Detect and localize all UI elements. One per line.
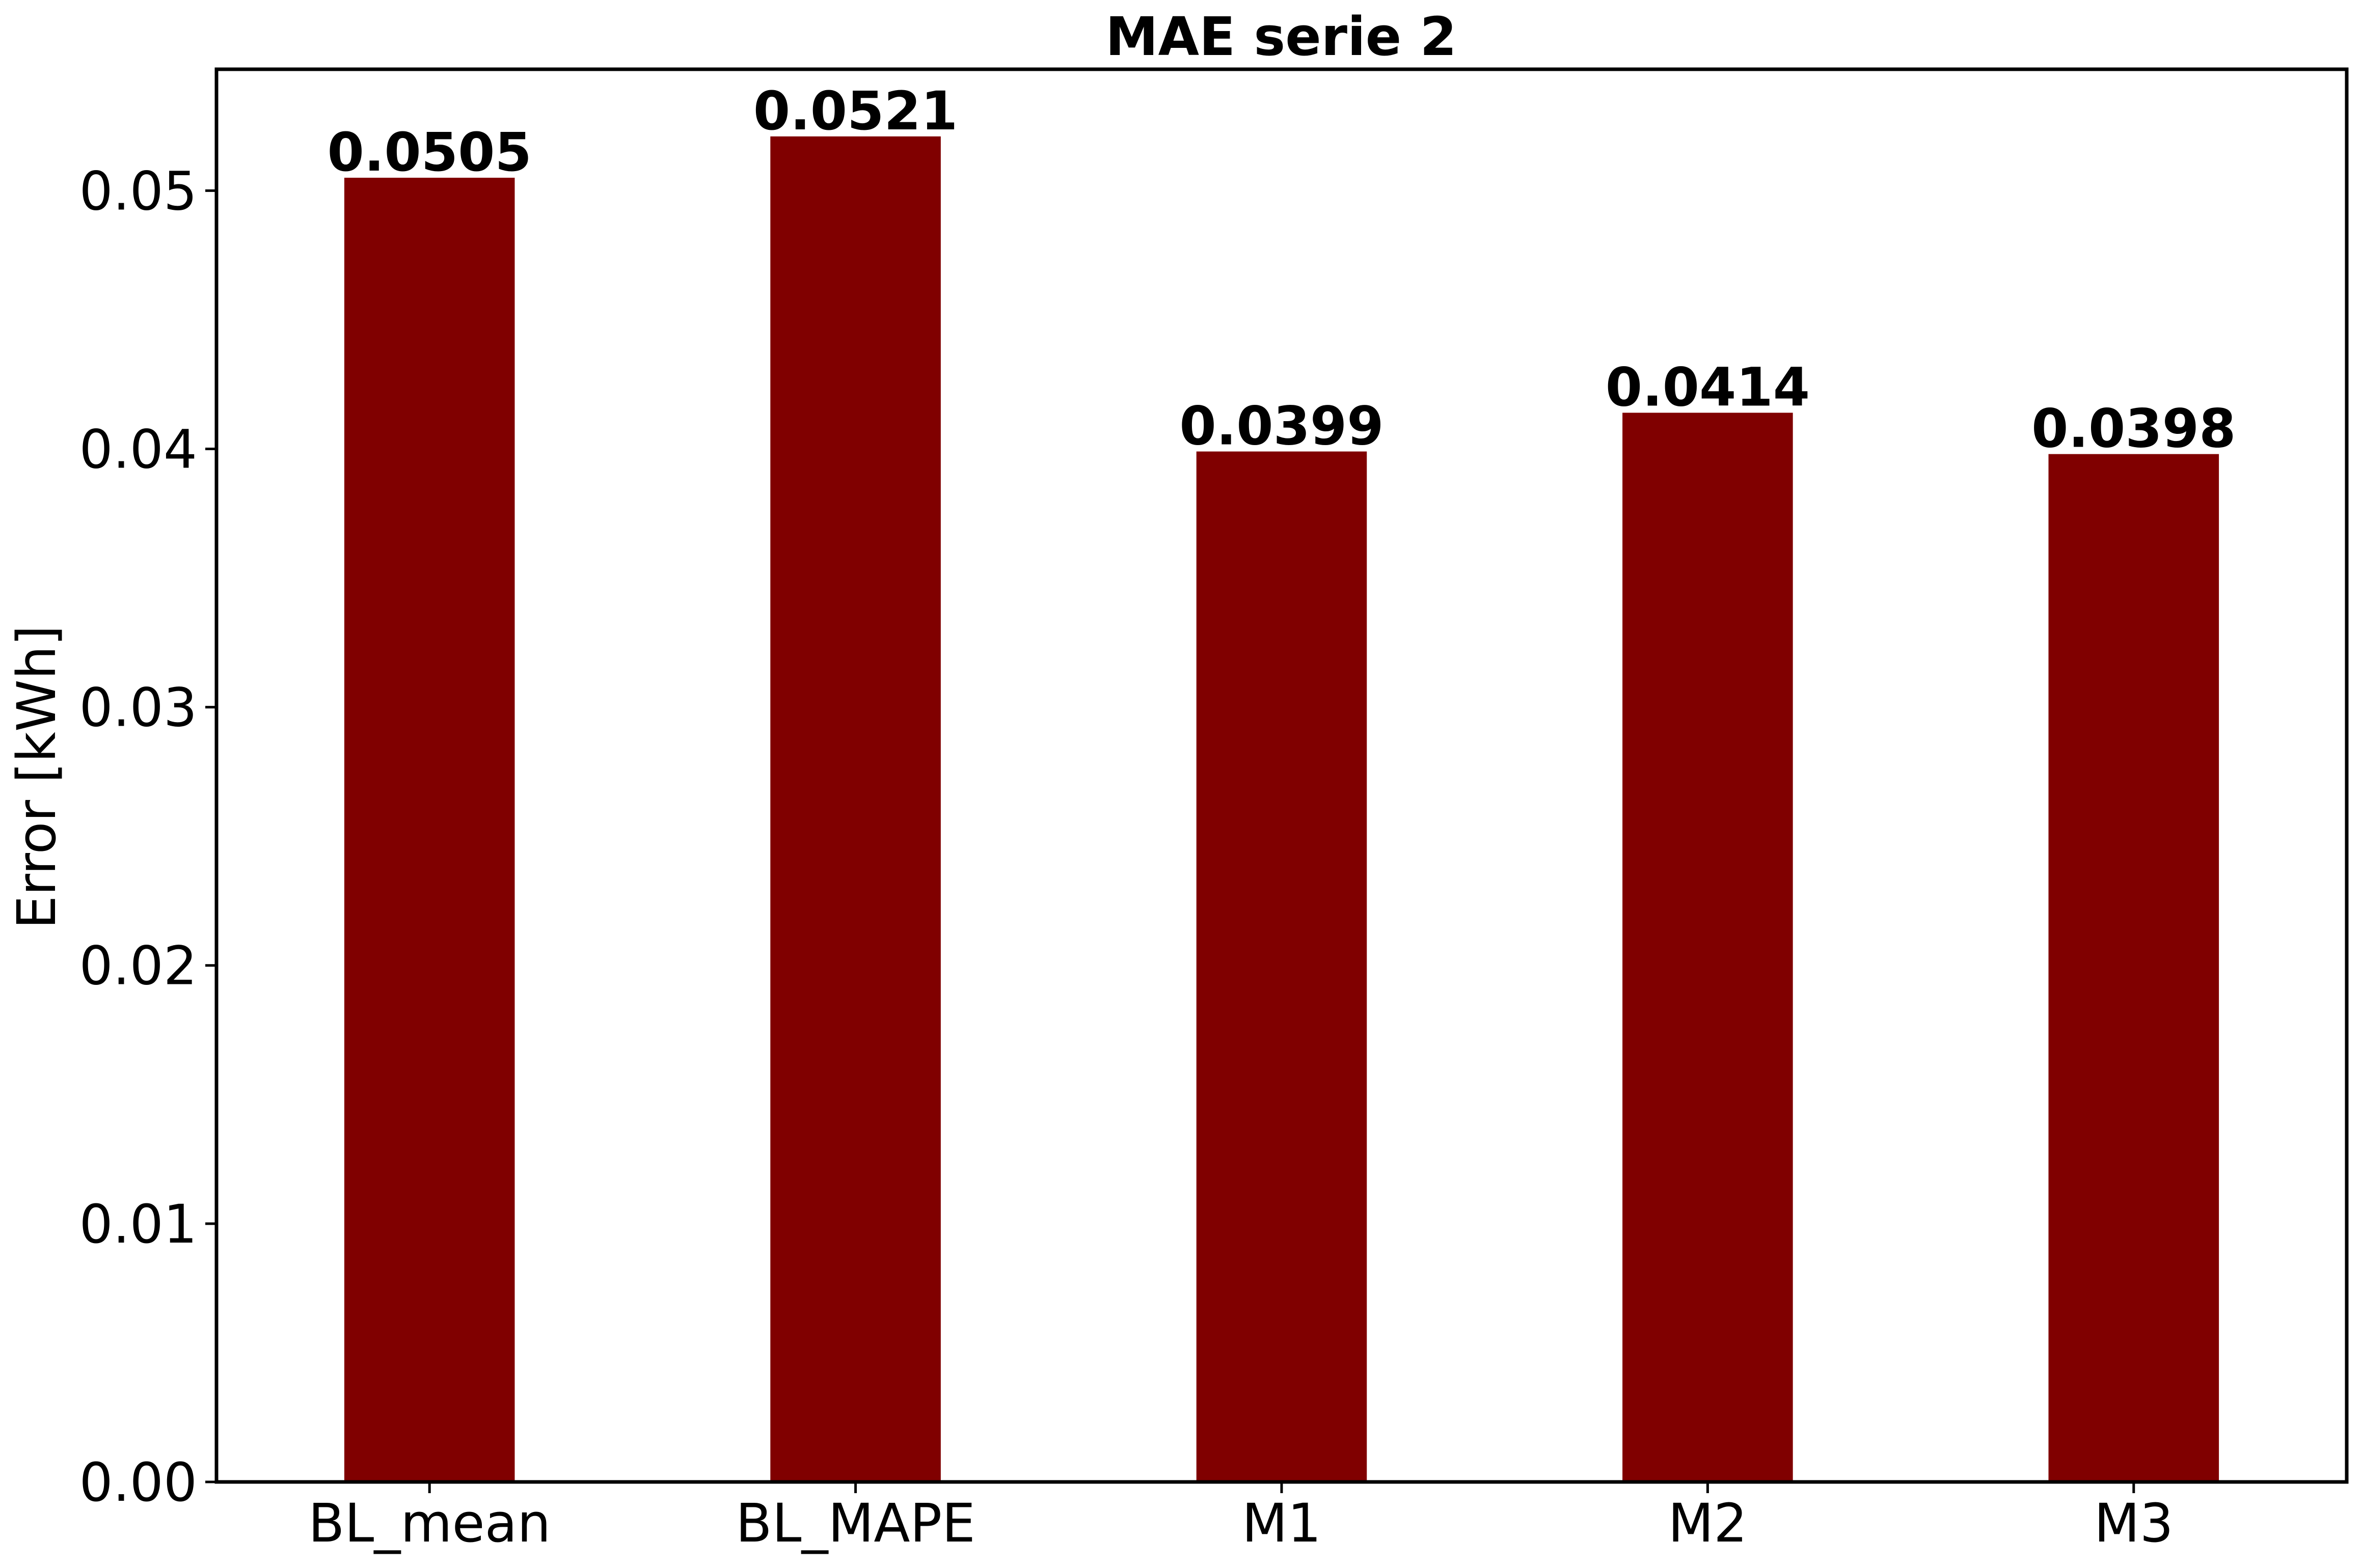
bar-m3: [2048, 454, 2219, 1482]
bar-value-label: 0.0505: [328, 121, 532, 183]
plot-area-frame: [214, 67, 2349, 1484]
x-tick-label: M3: [2094, 1492, 2174, 1554]
bar-value-label: 0.0414: [1606, 356, 1810, 418]
y-tick-label: 0.02: [79, 935, 197, 997]
bar-value-label: 0.0521: [753, 80, 958, 142]
bar-m2: [1622, 412, 1793, 1482]
bars-group: [344, 136, 2219, 1482]
bar-value-label: 0.0399: [1179, 395, 1383, 457]
y-axis: 0.00 0.01 0.02 0.03 0.04 0.05: [79, 160, 216, 1514]
x-tick-label: BL_MAPE: [736, 1492, 975, 1554]
bar-bl-mean: [344, 177, 515, 1482]
chart-title: MAE serie 2: [1105, 6, 1457, 68]
x-axis: BL_mean BL_MAPE M1 M2 M3: [308, 1482, 2174, 1554]
y-tick-label: 0.03: [79, 677, 197, 739]
value-labels-group: 0.0505 0.0521 0.0399 0.0414 0.0398: [328, 80, 2236, 460]
bar-value-label: 0.0398: [2031, 398, 2236, 460]
x-tick-label: M2: [1668, 1492, 1747, 1554]
y-tick-label: 0.01: [79, 1193, 197, 1255]
y-tick-label: 0.00: [79, 1451, 197, 1514]
y-tick-label: 0.04: [79, 418, 197, 480]
x-tick-label: BL_mean: [308, 1492, 551, 1554]
y-axis-label: Error [kWh]: [6, 625, 68, 929]
bar-bl-mape: [770, 136, 941, 1482]
x-tick-label: M1: [1242, 1492, 1321, 1554]
bar-m1: [1196, 451, 1367, 1482]
y-tick-label: 0.05: [79, 160, 197, 222]
